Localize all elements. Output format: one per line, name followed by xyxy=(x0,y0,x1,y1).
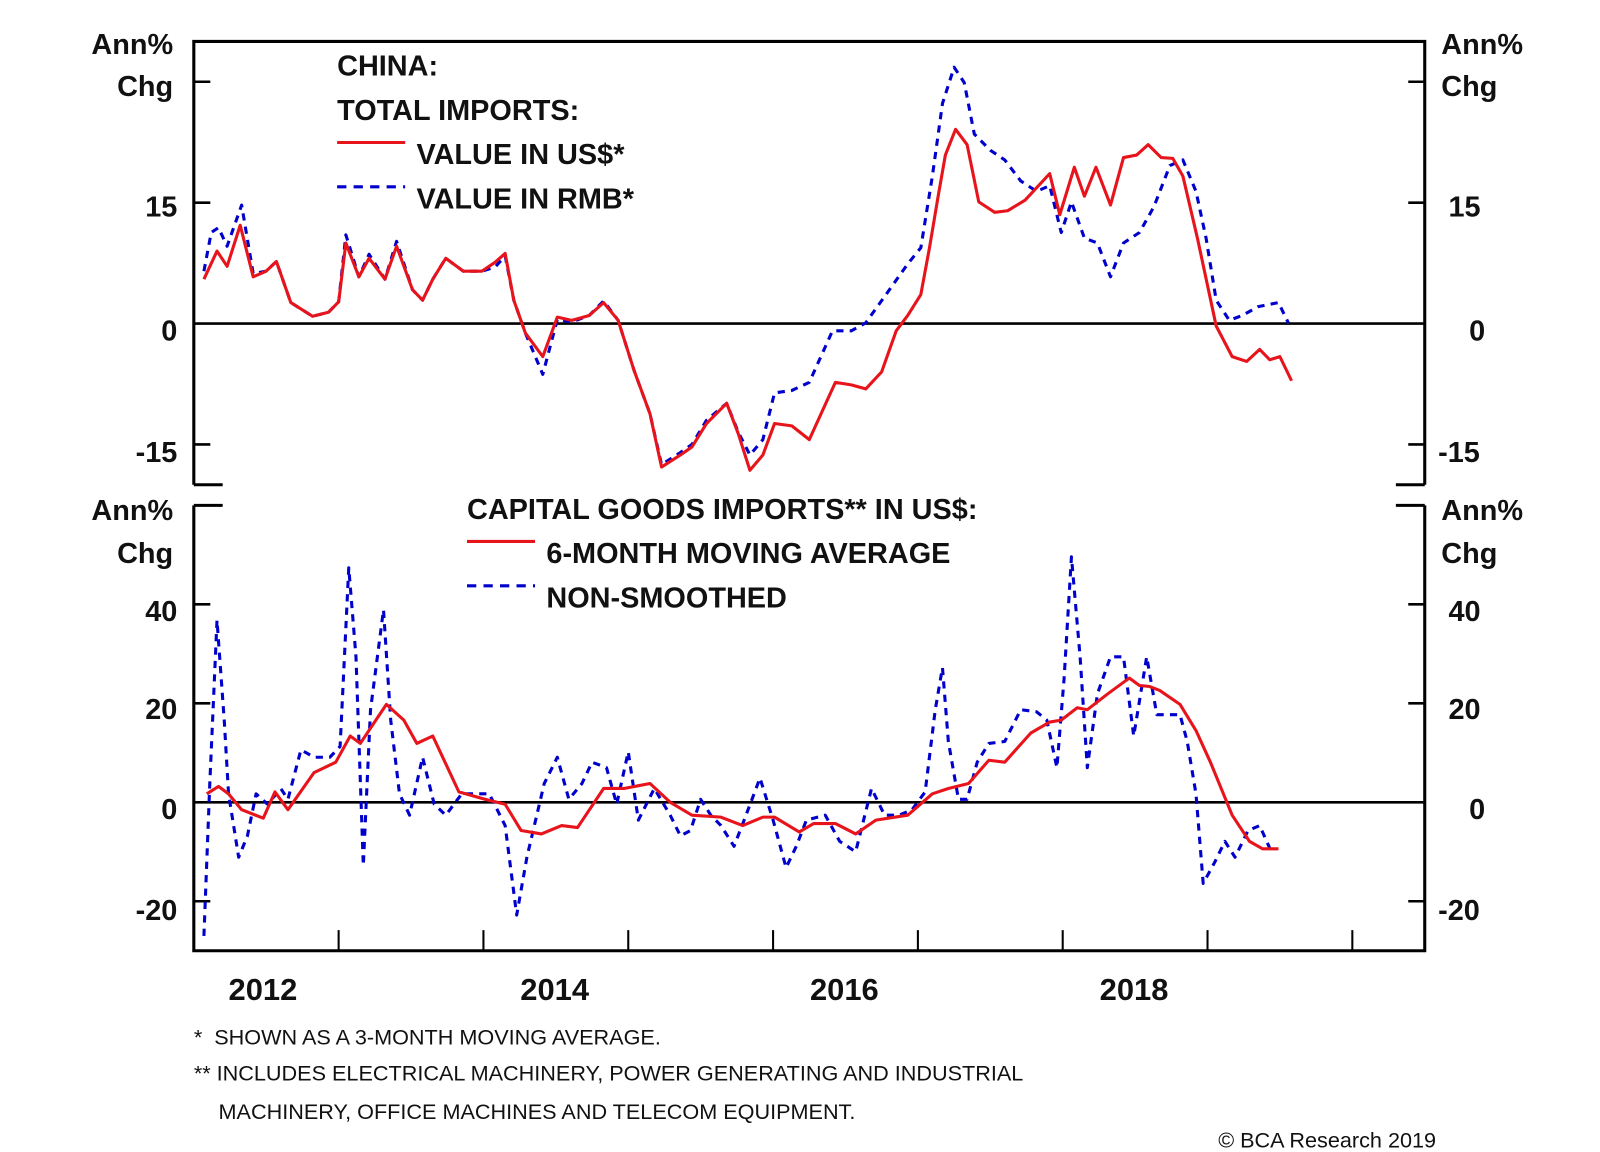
bottom-ytick-right-0: 0 xyxy=(1469,794,1485,826)
legend-label-moving-average: 6-MONTH MOVING AVERAGE xyxy=(546,538,950,570)
legend-label-rmb: VALUE IN RMB* xyxy=(416,183,634,215)
bottom-chart-title: CAPITAL GOODS IMPORTS** IN US$: xyxy=(467,494,977,526)
bottom-ytick-left-20: 20 xyxy=(145,694,177,726)
top-panel-frame xyxy=(192,39,1427,485)
bottom-panel-frame xyxy=(192,505,1427,953)
bottom-left-ylabel-1: Ann% xyxy=(91,495,173,527)
copyright: © BCA Research 2019 xyxy=(1218,1128,1436,1152)
bottom-right-ylabel-1: Ann% xyxy=(1441,495,1523,527)
top-ytick-right-15: 15 xyxy=(1448,192,1480,224)
bottom-ytick-right-40: 40 xyxy=(1448,596,1480,628)
bottom-ytick-left-40: 40 xyxy=(145,596,177,628)
top-series-solid-line xyxy=(202,127,1293,472)
top-ytick-left-0: 0 xyxy=(161,315,177,347)
xtick-label-2014: 2014 xyxy=(520,972,590,1007)
xtick-label-2018: 2018 xyxy=(1100,972,1169,1007)
xtick-label-2012: 2012 xyxy=(229,972,298,1007)
axes-frames xyxy=(192,39,1427,953)
top-series-dashed-line xyxy=(202,65,1291,467)
bottom-ytick-right-neg20: -20 xyxy=(1438,895,1480,927)
top-chart-subtitle: TOTAL IMPORTS: xyxy=(337,95,579,127)
series-lines xyxy=(202,65,1293,936)
top-ytick-right-neg15: -15 xyxy=(1438,437,1480,469)
top-left-ylabel-1: Ann% xyxy=(91,29,173,61)
top-left-ylabel-2: Chg xyxy=(117,71,173,103)
bottom-ytick-left-0: 0 xyxy=(161,794,177,826)
legend-label-usd: VALUE IN US$* xyxy=(416,139,625,171)
top-ytick-left-neg15: -15 xyxy=(136,437,178,469)
top-ytick-left-15: 15 xyxy=(145,192,177,224)
footnote-3: MACHINERY, OFFICE MACHINES AND TELECOM E… xyxy=(219,1099,856,1124)
footnote-1: * SHOWN AS A 3-MONTH MOVING AVERAGE. xyxy=(194,1025,661,1050)
bottom-series-solid-line xyxy=(205,676,1279,851)
bottom-ytick-left-neg20: -20 xyxy=(136,895,178,927)
top-chart-title: CHINA: xyxy=(337,50,438,82)
footnote-2: ** INCLUDES ELECTRICAL MACHINERY, POWER … xyxy=(194,1061,1024,1086)
top-right-ylabel-2: Chg xyxy=(1441,71,1497,103)
axis-ticks xyxy=(193,80,1425,951)
legend-label-non-smoothed: NON-SMOOTHED xyxy=(546,582,787,614)
bottom-ytick-right-20: 20 xyxy=(1448,694,1480,726)
top-right-ylabel-1: Ann% xyxy=(1441,29,1523,61)
top-ytick-right-0: 0 xyxy=(1469,315,1485,347)
bottom-series-dashed-line xyxy=(202,555,1275,936)
bottom-right-ylabel-2: Chg xyxy=(1441,538,1497,570)
xtick-label-2016: 2016 xyxy=(810,972,879,1007)
bottom-left-ylabel-2: Chg xyxy=(117,538,173,570)
